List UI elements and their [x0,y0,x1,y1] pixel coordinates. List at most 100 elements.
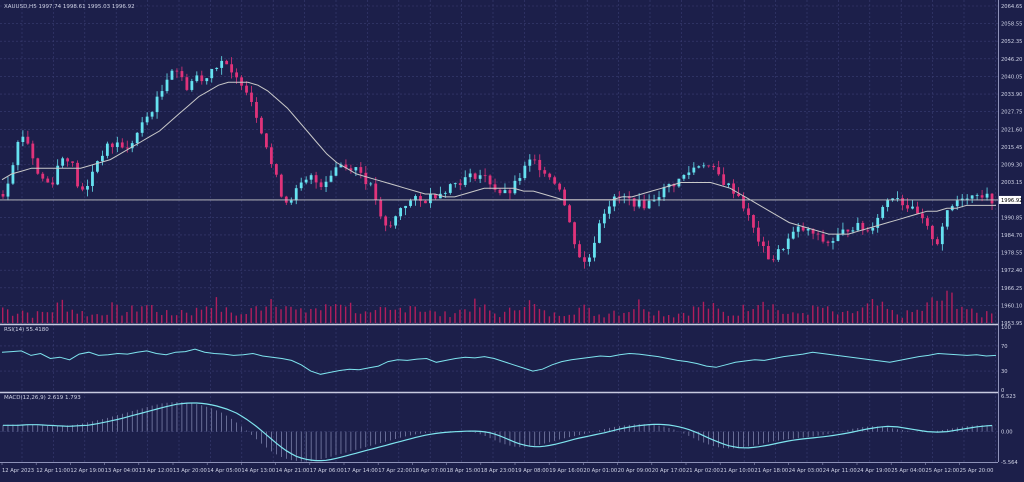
time-tick-label: 12 Apr 2023 [2,468,34,474]
volume-bar [41,311,44,323]
price-axis[interactable]: 2064.65 2058.55 2052.35 2046.20 2040.05 2033.… [999,4,1022,327]
volume-bar [613,310,615,323]
candle-body [722,174,726,185]
candle-body [289,200,293,203]
volume-bar [245,314,247,323]
candle-body [906,205,909,209]
volume-bar [469,311,471,323]
volume-bar [841,312,844,323]
candle-body [96,161,99,172]
candle-body [945,210,949,227]
price-tick-label: 2052.35 [1001,39,1022,45]
volume-bar [891,310,894,323]
candle-body [125,147,129,149]
candle-body [841,229,845,235]
candle-body [364,172,368,185]
candle-body [682,175,686,179]
candle-body [255,101,258,118]
volume-bar [310,308,312,323]
volume-bar [434,311,436,323]
volume-bar [499,317,501,323]
volume-bar [240,314,242,323]
candle-body [742,195,745,209]
candle-body [602,213,606,224]
price-tick-label: 2040.05 [1001,74,1022,80]
candle-body [533,159,537,161]
volume-bar [26,312,29,323]
volume-bar [583,304,585,323]
candle-body [71,161,74,163]
volume-bar [722,311,725,323]
candle-body [105,143,109,156]
time-axis[interactable]: 12 Apr 2023 12 Apr 11:00 12 Apr 19:00 13 Ap… [1,462,993,474]
candle-body [786,238,790,249]
volume-bar [692,306,695,323]
volume-bar [16,313,19,323]
volume-bar [71,309,73,323]
candle-body [821,234,825,242]
candle-body [91,171,94,186]
volume-bar [101,315,103,323]
candle-body [135,132,139,144]
candle-body [41,173,45,179]
candle-body [598,223,601,243]
candle-body [458,183,462,185]
candle-body [160,91,164,97]
candle-body [901,198,904,206]
candle-body [483,175,487,177]
time-tick-label: 14 Apr 13:00 [241,468,275,474]
volume-bar [976,312,978,323]
price-tick-label: 2021.60 [1001,127,1022,133]
volume-bar [851,313,854,323]
candle-body [175,70,179,72]
macd-label: MACD(12,26,9) 2.619 1.793 [4,395,81,401]
candle-body [379,199,383,217]
macd-tick-label: 6.523 [1001,394,1016,400]
volume-bar [161,315,163,323]
current-price-label: 1996.92 [1001,198,1022,204]
volume-bar [399,307,401,323]
candle-body [369,183,373,185]
candle-body [881,207,885,218]
candle-body [205,78,209,82]
volume-bar [494,313,496,323]
volume-bar [141,306,143,323]
volume-bar [956,308,958,323]
candle-body [757,227,760,242]
candle-body [766,246,770,260]
volume-bar [871,298,874,323]
volume-bar [772,304,774,323]
candle-body [930,225,934,240]
candle-body [210,68,214,79]
time-tick-label: 19 Apr 08:00 [515,468,549,474]
volume-bar [66,311,69,323]
candle-body [856,222,860,231]
volume-bar [205,306,208,323]
volume-bar [146,305,148,323]
volume-bar [633,309,635,323]
volume-bar [916,309,918,323]
price-tick-label: 2046.20 [1001,57,1022,63]
volume-bar [876,305,879,323]
candle-body [940,226,944,245]
volume-bar [836,314,839,323]
candle-body [165,79,169,92]
candle-body [76,162,79,187]
time-tick-label: 24 Apr 11:00 [823,468,857,474]
candle-body [46,178,50,183]
candle-body [548,173,552,178]
volume-bar [901,317,903,323]
volume-bar [911,312,913,323]
volume-bar [747,311,749,323]
time-tick-label: 21 Apr 10:00 [720,468,754,474]
candle-body [404,205,407,209]
candle-body [110,143,114,148]
volume-bar [389,309,392,323]
candle-body [190,81,194,90]
candle-body [36,158,40,174]
volume-bar [638,299,640,323]
candle-body [453,183,457,185]
candle-body [543,170,547,174]
time-tick-label: 25 Apr 12:00 [925,468,959,474]
